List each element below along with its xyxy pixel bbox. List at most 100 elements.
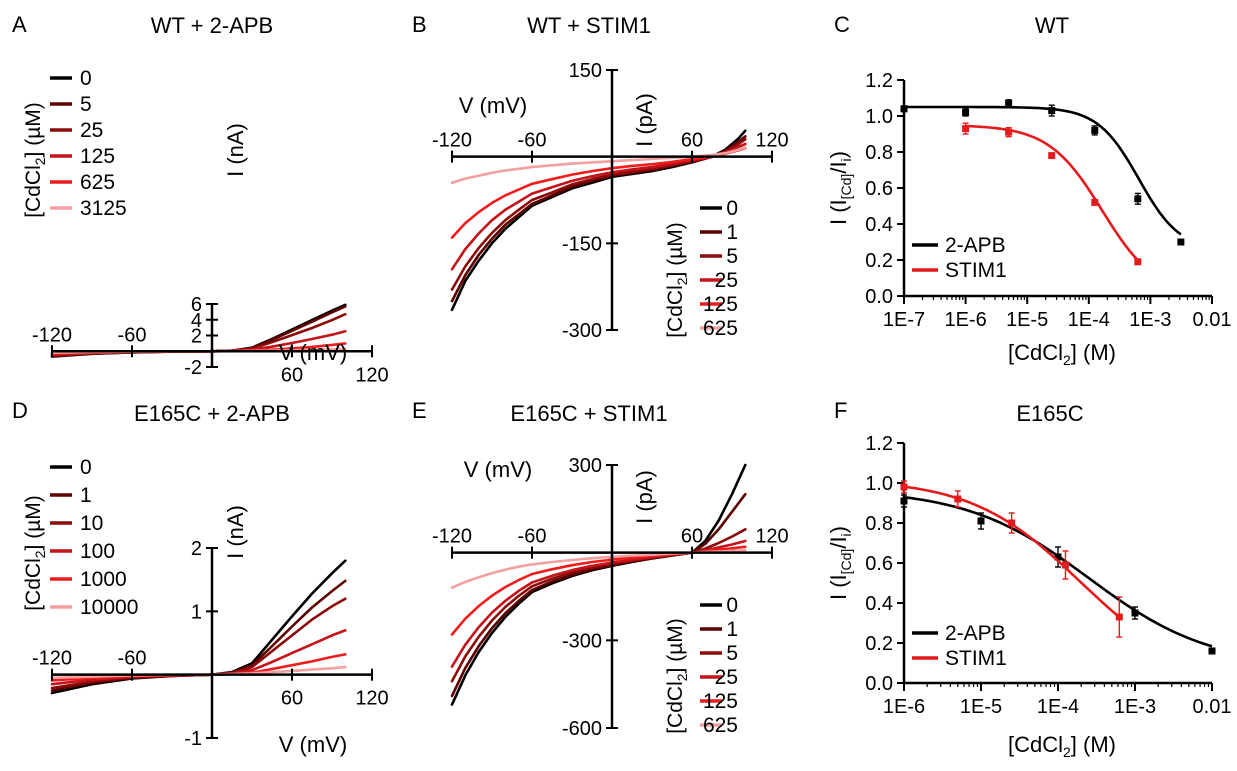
y-tick-label: 4 xyxy=(191,310,202,332)
legend-label: 1 xyxy=(726,618,738,641)
legend-label: STIM1 xyxy=(945,647,1007,670)
fit-curve-STIM1 xyxy=(965,124,1139,262)
legend-title-text: [CdCl xyxy=(22,558,45,611)
legend-title-text: [CdCl xyxy=(22,165,45,218)
legend-title-subscript: 2 xyxy=(32,550,48,558)
data-point xyxy=(900,497,908,505)
x-axis-label: V (mV) xyxy=(459,93,527,118)
legend-label: 5 xyxy=(80,93,92,116)
legend-title-text: [CdCl xyxy=(664,285,687,338)
x-tick-label: 1E-3 xyxy=(1114,696,1156,718)
legend-title-end: ] (µM) xyxy=(22,495,45,550)
data-point xyxy=(1134,195,1142,203)
legend-title: [CdCl2] (µM) xyxy=(664,222,690,338)
trace-5 xyxy=(450,528,747,683)
legend-label: 5 xyxy=(726,642,738,665)
data-point xyxy=(1091,126,1099,134)
data-point xyxy=(1008,519,1016,527)
y-tick-label: 0.4 xyxy=(865,593,893,615)
legend-label: 25 xyxy=(715,269,738,292)
legend-label: 100 xyxy=(80,540,115,563)
y-label-subscript: [Cd] xyxy=(838,549,854,575)
data-point xyxy=(962,108,970,116)
y-label-end: ) xyxy=(826,526,851,533)
x-axis-label: [CdCl2] (M) xyxy=(1008,340,1116,368)
y-tick-label: 150 xyxy=(569,60,602,82)
x-label-text: [CdCl xyxy=(1008,340,1063,365)
x-tick-label: -60 xyxy=(118,324,147,346)
panel-title: WT + STIM1 xyxy=(527,13,651,38)
y-axis-label: I (nA) xyxy=(223,123,248,177)
y-tick-label: 2 xyxy=(191,326,202,348)
legend-label: 25 xyxy=(715,666,738,689)
y-label-subscript: [Cd] xyxy=(838,174,854,200)
fit-curve-STIM1 xyxy=(903,485,1121,619)
x-tick-label: -60 xyxy=(518,526,547,548)
panel-letter: C xyxy=(834,12,850,37)
y-tick-label: -150 xyxy=(562,233,602,255)
legend-label: 0 xyxy=(726,197,738,220)
trace-125 xyxy=(450,545,747,636)
x-tick-label: 60 xyxy=(681,526,703,548)
trace-0 xyxy=(450,463,747,706)
legend-label: 625 xyxy=(80,171,115,194)
legend-label: 1 xyxy=(726,221,738,244)
legend-label: 625 xyxy=(703,714,738,737)
data-point xyxy=(1005,128,1013,136)
x-axis-label: V (mV) xyxy=(464,457,532,482)
data-point xyxy=(900,483,908,491)
legend-title: [CdCl2] (µM) xyxy=(22,102,48,218)
legend-label: 1000 xyxy=(80,568,127,591)
data-point xyxy=(1208,647,1216,655)
legend-title-end: ] (µM) xyxy=(664,222,687,277)
legend-label: 125 xyxy=(80,145,115,168)
trace-625 xyxy=(450,146,747,184)
y-label-text: I (I xyxy=(826,199,851,225)
y-tick-label: 2 xyxy=(191,538,202,560)
data-point xyxy=(1048,107,1056,115)
y-tick-label: 1.2 xyxy=(865,70,893,92)
data-point xyxy=(1048,152,1056,160)
x-tick-label: -60 xyxy=(118,648,147,670)
panel-C: C WT 1.2 1.0 0.8 0.6 0.4 0.2 0.01E-7 1E-6 1E-5 1E-4… xyxy=(826,12,1231,368)
y-label-subscript2: i xyxy=(838,158,854,161)
legend-title: [CdCl2] (µM) xyxy=(22,495,48,611)
y-label-text: I (I xyxy=(826,574,851,600)
x-tick-label: 120 xyxy=(755,526,788,548)
legend-label: 625 xyxy=(703,317,738,340)
legend-title-subscript: 2 xyxy=(32,157,48,165)
legend-title-text: [CdCl xyxy=(664,681,687,734)
legend-label: 5 xyxy=(726,245,738,268)
legend-label: 10 xyxy=(80,512,103,535)
x-tick-label: 1E-3 xyxy=(1129,309,1171,331)
legend-title-end: ] (µM) xyxy=(22,102,45,157)
data-point xyxy=(1091,198,1099,206)
legend-label: STIM1 xyxy=(945,259,1007,282)
legend-title-subscript: 2 xyxy=(674,673,690,681)
y-tick-label: 300 xyxy=(569,455,602,477)
y-tick-label: 0.0 xyxy=(865,286,893,308)
x-tick-label: 0.01 xyxy=(1193,696,1232,718)
data-point xyxy=(1134,258,1142,266)
legend-label: 125 xyxy=(703,293,738,316)
data-point xyxy=(962,125,970,133)
legend-label: 0 xyxy=(80,67,92,90)
y-label-subscript2: i xyxy=(838,533,854,536)
x-tick-label: 120 xyxy=(355,688,388,710)
x-tick-label: 1E-5 xyxy=(960,696,1002,718)
x-tick-label: -120 xyxy=(32,324,72,346)
data-point xyxy=(1131,609,1139,617)
panel-letter: D xyxy=(12,398,28,423)
y-tick-label: -600 xyxy=(562,718,602,740)
y-tick-label: -300 xyxy=(562,320,602,342)
legend-label: 25 xyxy=(80,119,103,142)
y-axis-label: I (I[Cd]/Ii) xyxy=(826,526,854,600)
x-tick-label: 60 xyxy=(281,364,303,386)
x-tick-label: -120 xyxy=(432,526,472,548)
y-tick-label: 0.4 xyxy=(865,214,893,236)
legend-label: 0 xyxy=(80,456,92,479)
x-tick-label: 1E-4 xyxy=(1037,696,1079,718)
